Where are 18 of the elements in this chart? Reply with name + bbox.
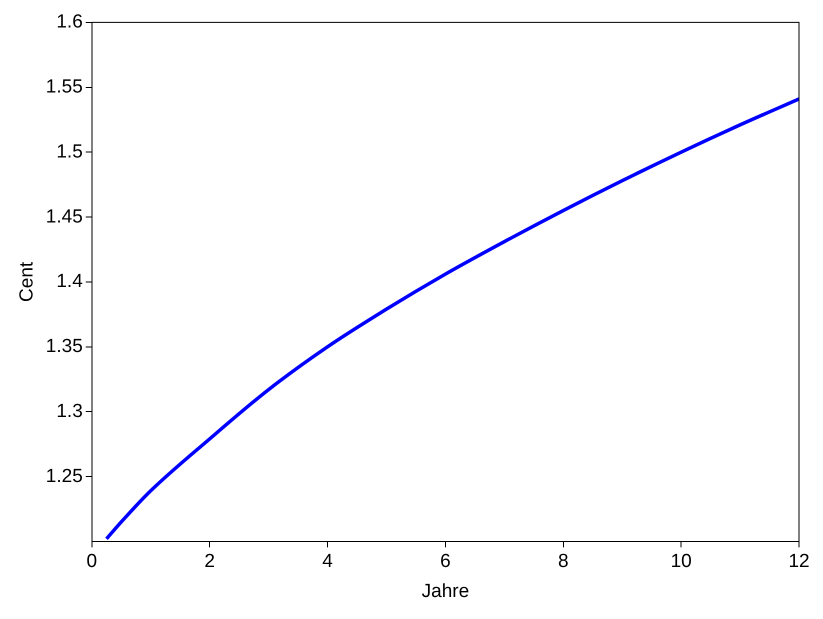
x-tick-label: 10 bbox=[670, 551, 692, 572]
x-tick-label: 12 bbox=[788, 551, 810, 572]
y-tick-label: 1.55 bbox=[46, 76, 83, 98]
y-tick-label: 1.4 bbox=[56, 271, 84, 292]
x-axis-title: Jahre bbox=[422, 580, 470, 602]
y-axis-title: Cent bbox=[16, 261, 38, 302]
x-tick-label: 6 bbox=[440, 551, 451, 572]
y-tick-label: 1.45 bbox=[46, 206, 83, 228]
y-tick-label: 1.25 bbox=[46, 466, 83, 487]
y-tick-label: 1.5 bbox=[56, 141, 83, 162]
x-tick-label: 0 bbox=[86, 551, 98, 572]
line-series bbox=[104, 97, 799, 541]
y-tick-label: 1.35 bbox=[46, 336, 83, 358]
x-tick-label: 4 bbox=[322, 551, 334, 572]
x-tick-label: 2 bbox=[204, 551, 215, 572]
x-tick-label: 8 bbox=[558, 551, 569, 572]
y-tick-label: 1.3 bbox=[56, 400, 83, 422]
y-tick-label: 1.6 bbox=[56, 12, 83, 33]
